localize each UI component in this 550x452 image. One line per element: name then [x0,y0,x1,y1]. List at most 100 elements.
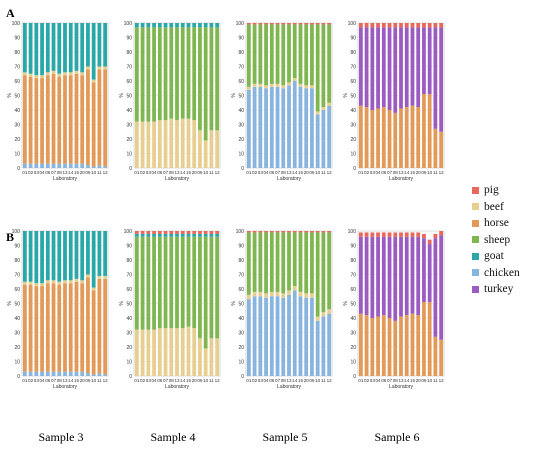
bar-segment-sheep [252,232,257,292]
bar-segment-beef [198,338,202,376]
bar-segment-beef [298,83,303,87]
x-tick-label: 02 [140,170,146,175]
y-tick-label: 10 [350,359,356,365]
y-tick-label: 90 [126,243,132,249]
bar-segment-sheep [269,24,274,84]
bar-segment-beef [327,102,332,106]
bar-segment-sheep [198,27,202,131]
bar-segment-chicken [57,371,62,376]
bar-segment-pig [298,23,303,25]
bar-segment-goat [146,233,151,237]
sample-label-4: Sample 4 [150,430,196,444]
x-tick-label: 08 [281,170,287,175]
bar-segment-chicken [68,371,73,376]
bar-segment-sheep [287,232,291,291]
bar-segment-beef [163,120,168,168]
bar-segment-pig [146,231,151,234]
bar-segment-sheep [304,24,309,86]
bar-segment-beef [80,280,85,284]
bar-segment-pig [376,232,380,237]
bar-segment-beef [74,278,79,282]
x-axis-label: Laboratory [165,176,189,182]
bar-segment-pig [433,23,438,28]
bar-segment-goat [140,23,145,28]
bar-segment-horse [404,315,409,376]
bar-segment-horse [68,283,73,372]
bar-segment-horse [387,318,392,376]
x-tick-label: 04 [264,378,270,383]
bar-segment-beef [252,291,257,297]
bar-segment-beef [91,287,96,291]
bar-segment-horse [51,283,56,372]
x-tick-label: 14 [404,170,410,175]
y-axis-label: % [7,93,13,98]
bar-segment-goat [34,23,39,76]
x-tick-label: 07 [51,170,57,175]
bar-segment-beef [57,73,62,77]
bar-segment-chicken [310,297,314,376]
bar-segment-pig [404,23,409,28]
y-tick-label: 0 [353,166,356,172]
bar-segment-sheep [264,24,268,86]
bar-segment-sheep [275,232,280,292]
bar-segment-chicken [292,81,297,168]
bar-segment-pig [321,23,326,25]
y-tick-label: 0 [129,374,132,380]
bar-segment-chicken [281,297,286,376]
bar-segment-sheep [175,236,179,329]
bar-segment-sheep [152,236,156,330]
bar-segment-horse [439,131,444,168]
bar-segment-goat [169,23,174,28]
bar-segment-chicken [252,296,257,376]
x-tick-label: 14 [180,378,186,383]
y-tick-label: 20 [238,345,244,351]
bar-segment-pig [180,231,185,234]
y-tick-label: 100 [12,21,21,27]
y-tick-label: 10 [238,359,244,365]
x-tick-label: 14 [404,378,410,383]
legend-label-beef: beef [484,200,504,213]
bar-segment-goat [74,23,79,71]
bar-segment-pig [433,233,438,239]
legend-label-goat: goat [484,250,504,263]
x-tick-label: 13 [398,378,404,383]
bar-segment-pig [215,231,220,234]
bar-segment-pig [275,23,280,25]
bar-segment-sheep [215,27,220,131]
y-tick-label: 80 [350,50,356,56]
bar-segment-sheep [304,232,309,294]
bar-segment-pig [152,231,156,234]
bar-segment-goat [51,231,56,281]
y-tick-label: 60 [238,287,244,293]
y-tick-label: 30 [350,330,356,336]
bar-segment-chicken [258,296,263,376]
bar-segment-pig [157,231,162,234]
y-tick-label: 50 [238,93,244,99]
y-tick-label: 50 [238,301,244,307]
sample-label-6: Sample 6 [374,430,420,444]
bar-segment-chicken [80,163,85,168]
bar-segment-goat [192,233,197,237]
y-tick-label: 80 [238,258,244,264]
y-tick-label: 90 [238,35,244,41]
bar-segment-beef [298,291,303,297]
bar-segment-goat [51,23,56,71]
x-tick-label: 14 [292,378,298,383]
y-tick-label: 50 [350,93,356,99]
bar-segment-goat [198,23,202,28]
bar-segment-sheep [246,232,251,295]
bar-segment-pig [327,231,332,233]
x-tick-label: 06 [157,378,163,383]
bar-segment-horse [381,315,386,376]
bar-segment-sheep [169,27,174,119]
bar-segment-chicken [292,290,297,376]
bar-segment-sheep [140,27,145,122]
bar-segment-chicken [91,166,96,168]
bar-segment-pig [416,232,421,237]
bar-segment-turkey [364,27,369,108]
bar-segment-chicken [281,88,286,168]
bar-segment-chicken [86,165,90,168]
bar-segment-chicken [63,163,67,168]
bar-segment-beef [246,294,251,300]
